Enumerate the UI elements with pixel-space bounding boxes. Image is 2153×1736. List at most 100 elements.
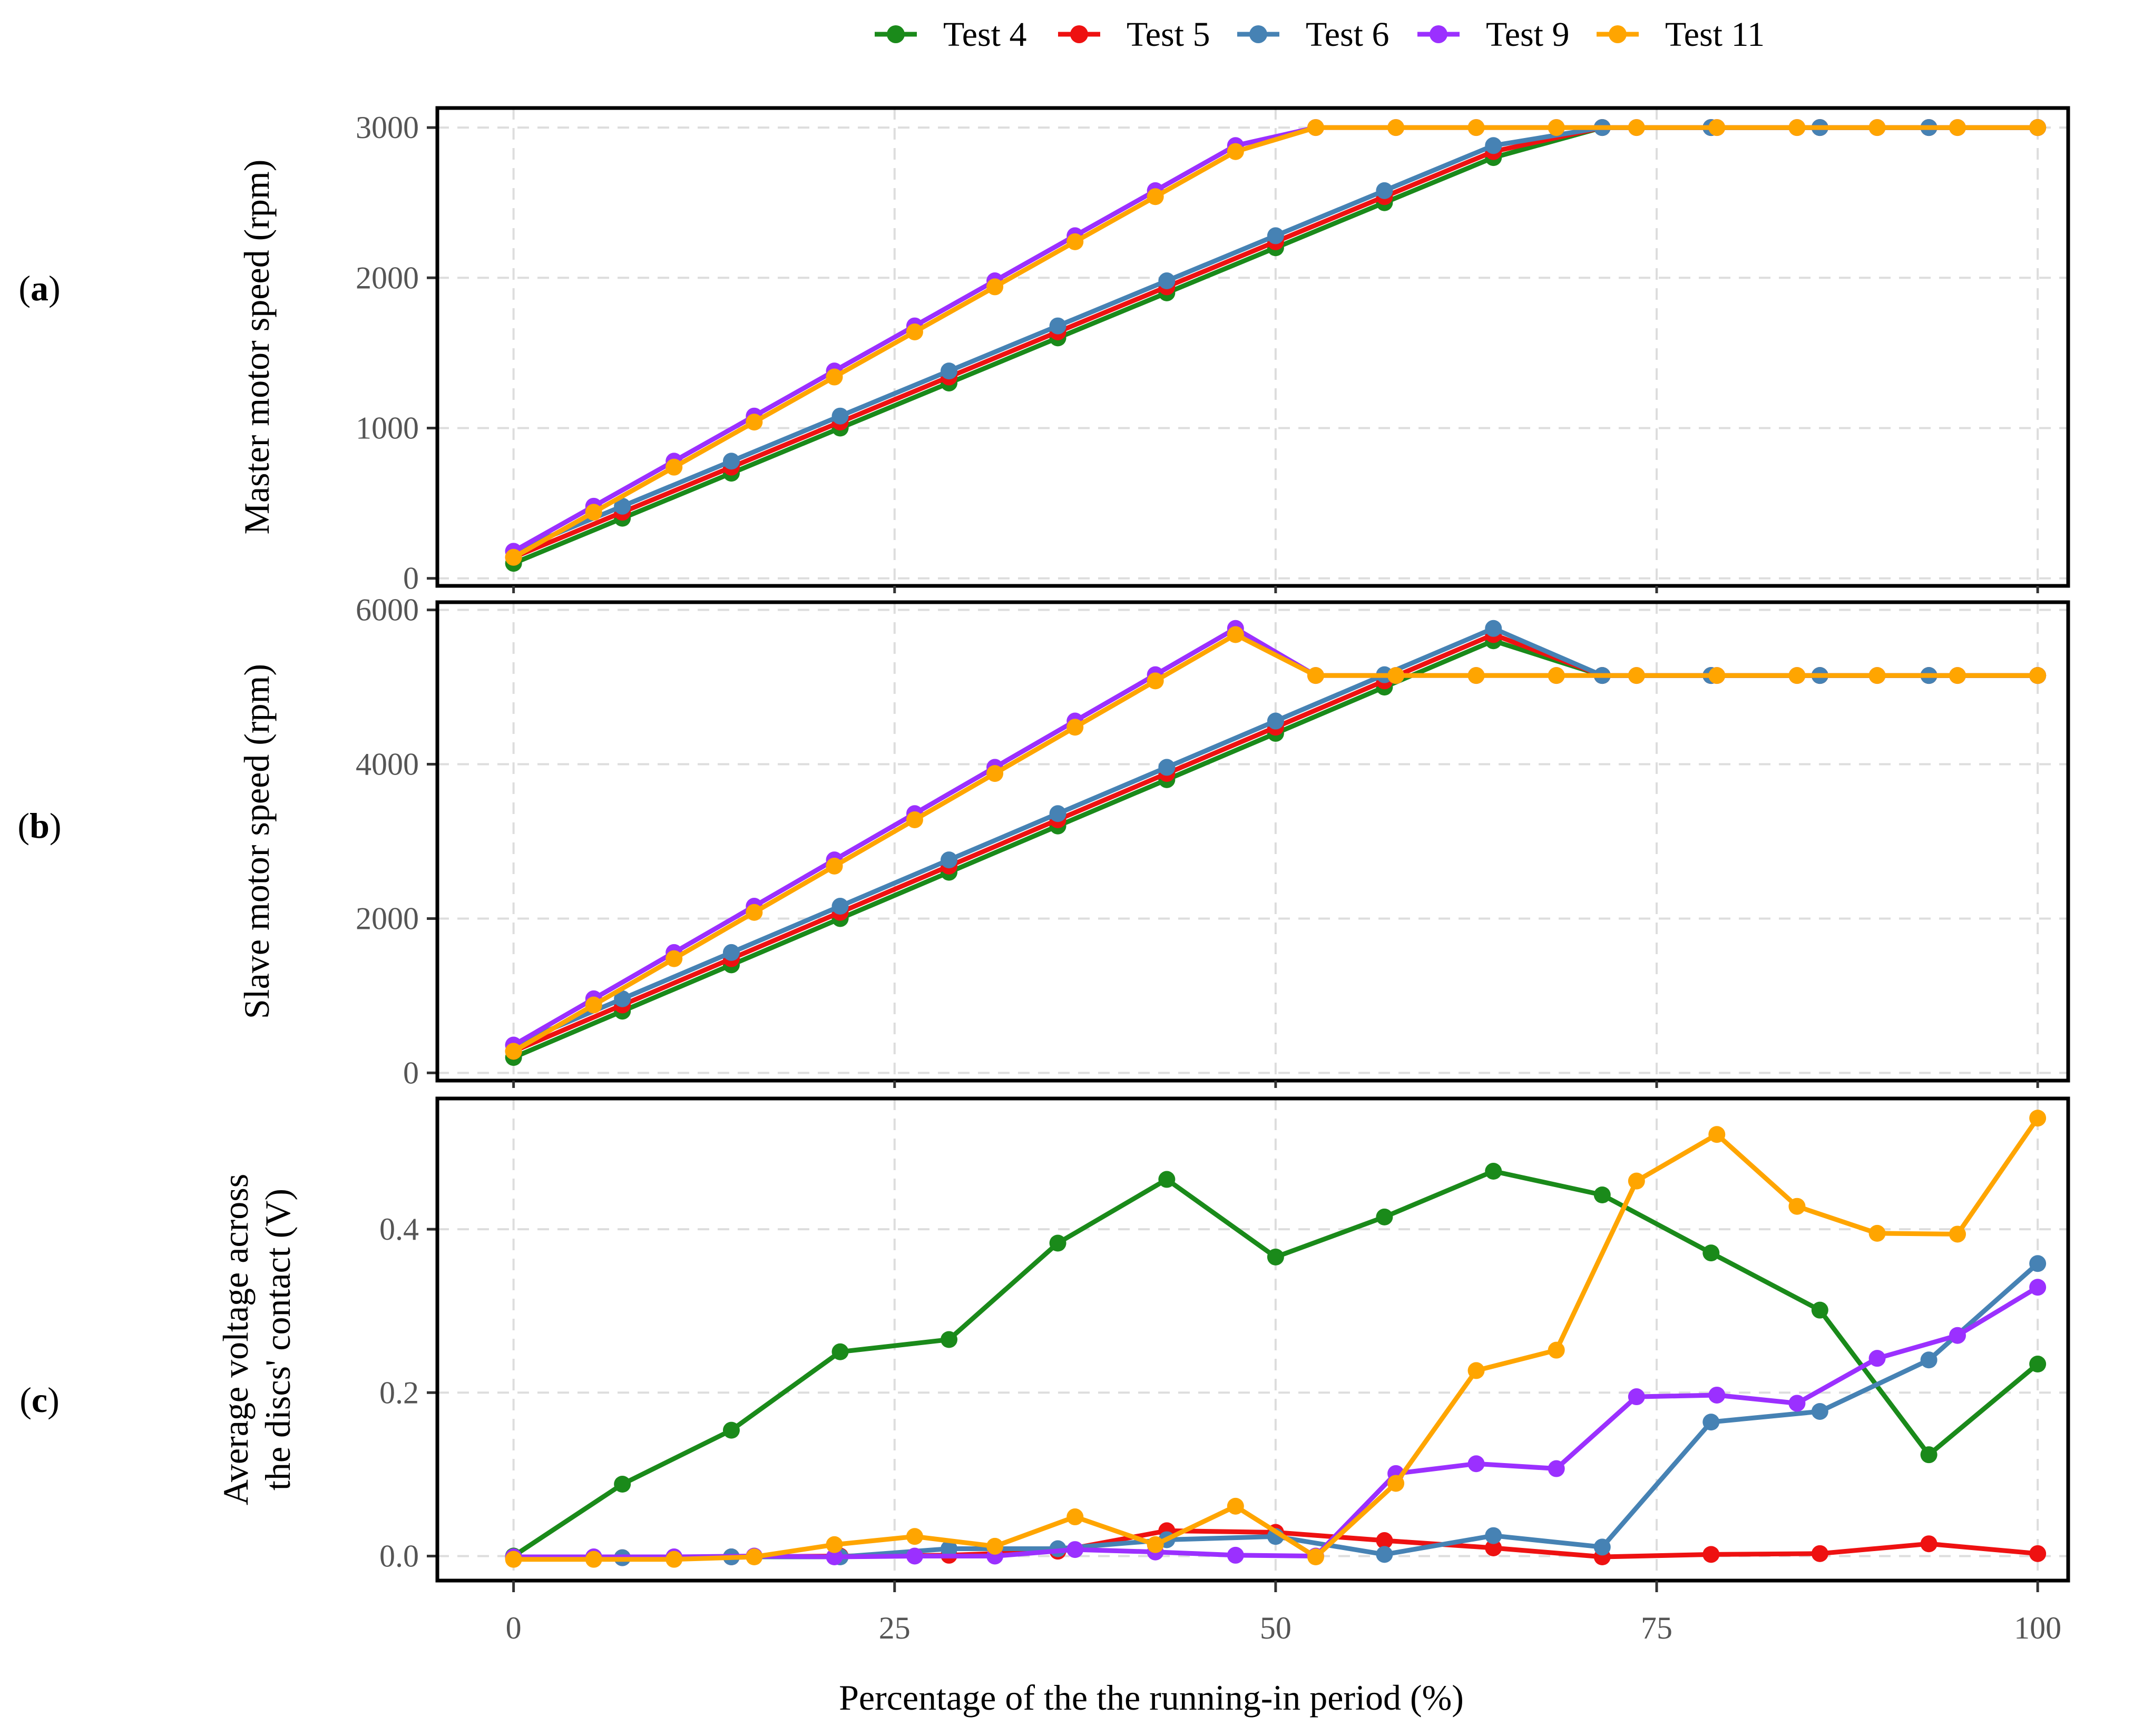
panel-c-point-test-9	[2029, 1279, 2047, 1296]
panel-a-point-test-11	[986, 278, 1004, 296]
panel-c-point-test-6	[1485, 1527, 1502, 1544]
panel-c-point-test-11	[2029, 1110, 2047, 1127]
panel-b-series-test-11	[505, 626, 2047, 1060]
panel-c-point-test-6	[1702, 1414, 1720, 1431]
panel-c-point-test-11	[585, 1551, 602, 1568]
panel-c-ylabel-line-1: Average voltage across	[216, 1174, 256, 1505]
panel-b-point-test-11	[1548, 667, 1565, 684]
panel-c-point-test-11	[746, 1548, 763, 1566]
panel-b-point-test-11	[1868, 667, 1886, 684]
panel-a-point-test-11	[2029, 119, 2047, 136]
panel-a-point-test-6	[831, 407, 849, 425]
panel-label-open: (	[18, 268, 31, 308]
panel-c-point-test-9	[1548, 1460, 1565, 1477]
panel-a-series-test-11	[505, 119, 2047, 566]
panel-c-point-test-9	[1788, 1395, 1806, 1412]
legend-label-test-4: Test 4	[943, 15, 1027, 54]
panel-c-point-test-6	[1811, 1402, 1828, 1420]
legend-item-test-9: Test 9	[1417, 15, 1570, 54]
panel-label-letter: b	[30, 806, 50, 846]
panel-c-point-test-4	[1485, 1163, 1502, 1180]
panel-c-point-test-6	[1593, 1538, 1611, 1556]
x-tick-label: 0	[506, 1611, 522, 1645]
panel-c-point-test-4	[1702, 1244, 1720, 1262]
panel-c-point-test-4	[941, 1331, 958, 1348]
panel-c-point-test-11	[1467, 1362, 1485, 1379]
panel-b-point-test-11	[1467, 667, 1485, 684]
panel-a-point-test-11	[1066, 233, 1084, 250]
panel-b-point-test-11	[666, 950, 683, 967]
panel-c-point-test-5	[1485, 1539, 1502, 1556]
panel-c-point-test-4	[1593, 1186, 1611, 1203]
panel-b-point-test-6	[614, 990, 631, 1007]
panel-b-point-test-11	[1788, 667, 1806, 684]
legend-marker-test-11	[1609, 25, 1627, 43]
panel-label-close: )	[47, 1380, 60, 1420]
panel-label-letter: c	[32, 1380, 47, 1420]
x-axis-title: Percentage of the the running-in period …	[839, 1678, 1464, 1718]
panel-b-point-test-6	[1049, 805, 1066, 822]
panel-b-point-test-11	[1147, 672, 1164, 690]
panel-c-point-test-4	[2029, 1356, 2047, 1373]
panel-b-point-test-11	[1307, 667, 1324, 684]
x-tick-label: 25	[879, 1611, 911, 1645]
panel-c-point-test-9	[1227, 1546, 1244, 1564]
panel-b-ytick-label: 6000	[356, 593, 419, 627]
panel-b-ytick-label: 4000	[356, 747, 419, 782]
panel-c-point-test-4	[1920, 1446, 1937, 1464]
panel-a-point-test-11	[906, 323, 923, 340]
panel-a-ylabel-line-1: Master motor speed (rpm)	[237, 160, 277, 535]
panel-a-line-test-11	[512, 125, 2038, 560]
legend-marker-test-5	[1070, 25, 1088, 43]
panel-b-point-test-11	[2029, 667, 2047, 684]
panel-c-point-test-6	[2029, 1255, 2047, 1272]
panel-c-point-test-5	[1920, 1535, 1937, 1553]
panel-b-point-test-11	[746, 904, 763, 921]
panel-c-point-test-9	[1467, 1455, 1485, 1473]
panel-b-point-test-11	[1387, 667, 1405, 684]
legend-item-test-6: Test 6	[1237, 15, 1389, 54]
panel-c-point-test-11	[1147, 1536, 1164, 1553]
panel-c-point-test-11	[826, 1536, 843, 1553]
panel-b-point-test-6	[941, 851, 958, 869]
panel-c-point-test-4	[614, 1476, 631, 1493]
panel-c-point-test-9	[906, 1547, 923, 1565]
panel-a-point-test-11	[1467, 119, 1485, 136]
panel-c-point-test-6	[941, 1540, 958, 1557]
panel-c-point-test-11	[1868, 1224, 1886, 1242]
panel-c-point-test-6	[1376, 1546, 1393, 1563]
panel-c-point-test-4	[1267, 1248, 1284, 1266]
panel-c-point-test-4	[1049, 1234, 1066, 1252]
panel-c-point-test-11	[986, 1537, 1004, 1555]
panel-label-open: (	[17, 806, 30, 846]
panel-a-point-test-11	[1387, 119, 1405, 136]
panel-a-point-test-6	[722, 453, 740, 470]
panel-c-line-test-11	[513, 1116, 2040, 1562]
panel-a-point-test-11	[1788, 119, 1806, 136]
panel-b-point-test-11	[505, 1043, 522, 1060]
panel-a-frame	[435, 106, 2070, 588]
panel-b-point-test-6	[831, 898, 849, 915]
panel-b-point-test-11	[826, 857, 843, 875]
panel-c-series-test-11	[505, 1110, 2047, 1568]
panel-c: 0.0 0.2 0.4 0 25 50 75 100 Average voltage acros…	[19, 1096, 2070, 1645]
panel-a-point-test-6	[1376, 182, 1393, 199]
panel-b-line-test-11	[512, 632, 2038, 1054]
panel-c-point-test-11	[1708, 1126, 1726, 1143]
panel-c-frame	[435, 1096, 2070, 1583]
panel-c-point-test-11	[1227, 1497, 1244, 1515]
panel-a-point-test-11	[1949, 119, 1966, 136]
legend-marker-test-6	[1249, 25, 1267, 43]
panel-c-point-test-9	[1708, 1386, 1726, 1404]
panel-a-point-test-11	[1868, 119, 1886, 136]
panel-a-point-test-6	[1049, 317, 1066, 335]
panel-b-point-test-6	[1267, 712, 1284, 730]
x-tick-label: 100	[2014, 1611, 2061, 1645]
panel-b-ytick-label: 2000	[356, 901, 419, 936]
panel-c-point-test-11	[906, 1528, 923, 1545]
panel-c-point-test-4	[1376, 1208, 1393, 1225]
panel-a-point-test-11	[826, 368, 843, 386]
panel-c-ytick-label: 0.2	[379, 1375, 419, 1410]
panel-a-ytick-label: 1000	[356, 411, 419, 446]
legend: Test 4 Test 5 Test 6 Test 9 Test 11	[875, 15, 1765, 54]
